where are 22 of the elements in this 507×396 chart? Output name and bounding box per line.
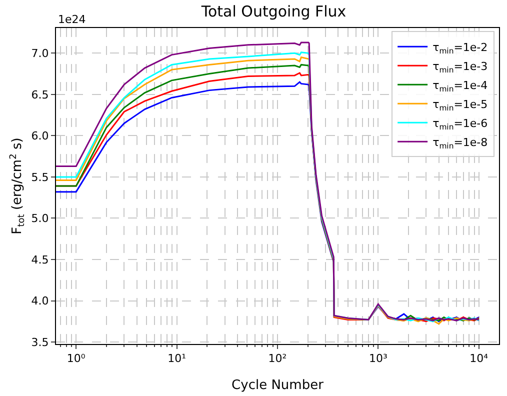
y-tick-label: 4.5	[31, 253, 49, 266]
x-axis-title: Cycle Number	[232, 378, 324, 393]
legend-label: τ$_{min}$=1e-5	[432, 98, 488, 112]
x-tick-label: 10⁰	[66, 352, 86, 366]
legend-label: τ$_{min}$=1e-3	[432, 60, 488, 74]
x-tick-label: 10³	[368, 352, 388, 366]
y-tick-label: 5.0	[31, 212, 49, 226]
legend-label: τ$_{min}$=1e-4	[432, 78, 488, 94]
chart-title: Total Outgoing Flux	[200, 2, 346, 20]
x-tick-label: 10²	[268, 352, 287, 366]
y-tick-label: 6.0	[31, 130, 49, 143]
y-tick-label: 5.5	[31, 170, 49, 184]
x-tick-label: 10⁴	[470, 352, 489, 366]
y-tick-label: 4.0	[31, 294, 49, 308]
text: 1e24	[58, 13, 86, 26]
legend-label: τ$_{min}$=1e-2	[432, 40, 488, 56]
y-tick-label: 6.5	[31, 88, 49, 102]
y-tick-label: 7.0	[31, 47, 49, 60]
legend-label: τ$_{min}$=1e-6	[432, 116, 488, 132]
y-tick-label: 3.5	[31, 336, 49, 349]
legend-label: τ$_{min}$=1e-8	[432, 136, 488, 150]
x-tick-label: 10¹	[168, 352, 186, 366]
